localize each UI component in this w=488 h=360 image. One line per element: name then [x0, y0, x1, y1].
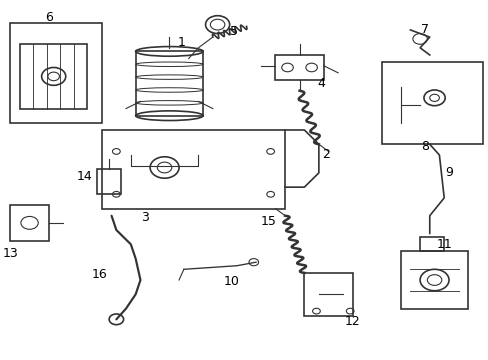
Bar	[10, 205, 49, 241]
Text: 12: 12	[344, 315, 360, 328]
Bar	[135, 51, 203, 116]
Text: 1: 1	[177, 36, 185, 49]
Bar	[20, 44, 87, 109]
Text: 6: 6	[45, 11, 53, 24]
Bar	[400, 251, 468, 309]
Bar	[102, 130, 285, 208]
Text: 3: 3	[141, 211, 149, 224]
Text: 14: 14	[77, 170, 93, 183]
Text: 7: 7	[420, 23, 428, 36]
Text: 15: 15	[260, 215, 276, 228]
Bar	[419, 237, 443, 251]
Text: 13: 13	[2, 247, 18, 260]
Text: 4: 4	[317, 77, 325, 90]
Text: 9: 9	[444, 166, 452, 179]
Bar	[10, 23, 102, 123]
Text: 11: 11	[435, 238, 451, 251]
Bar	[304, 273, 352, 316]
Bar	[275, 55, 323, 80]
Text: 2: 2	[322, 148, 329, 162]
Text: 8: 8	[420, 140, 428, 153]
Bar	[381, 62, 482, 144]
Text: 5: 5	[230, 25, 238, 38]
Text: 16: 16	[91, 268, 107, 281]
Bar	[97, 169, 121, 194]
Text: 10: 10	[224, 275, 240, 288]
